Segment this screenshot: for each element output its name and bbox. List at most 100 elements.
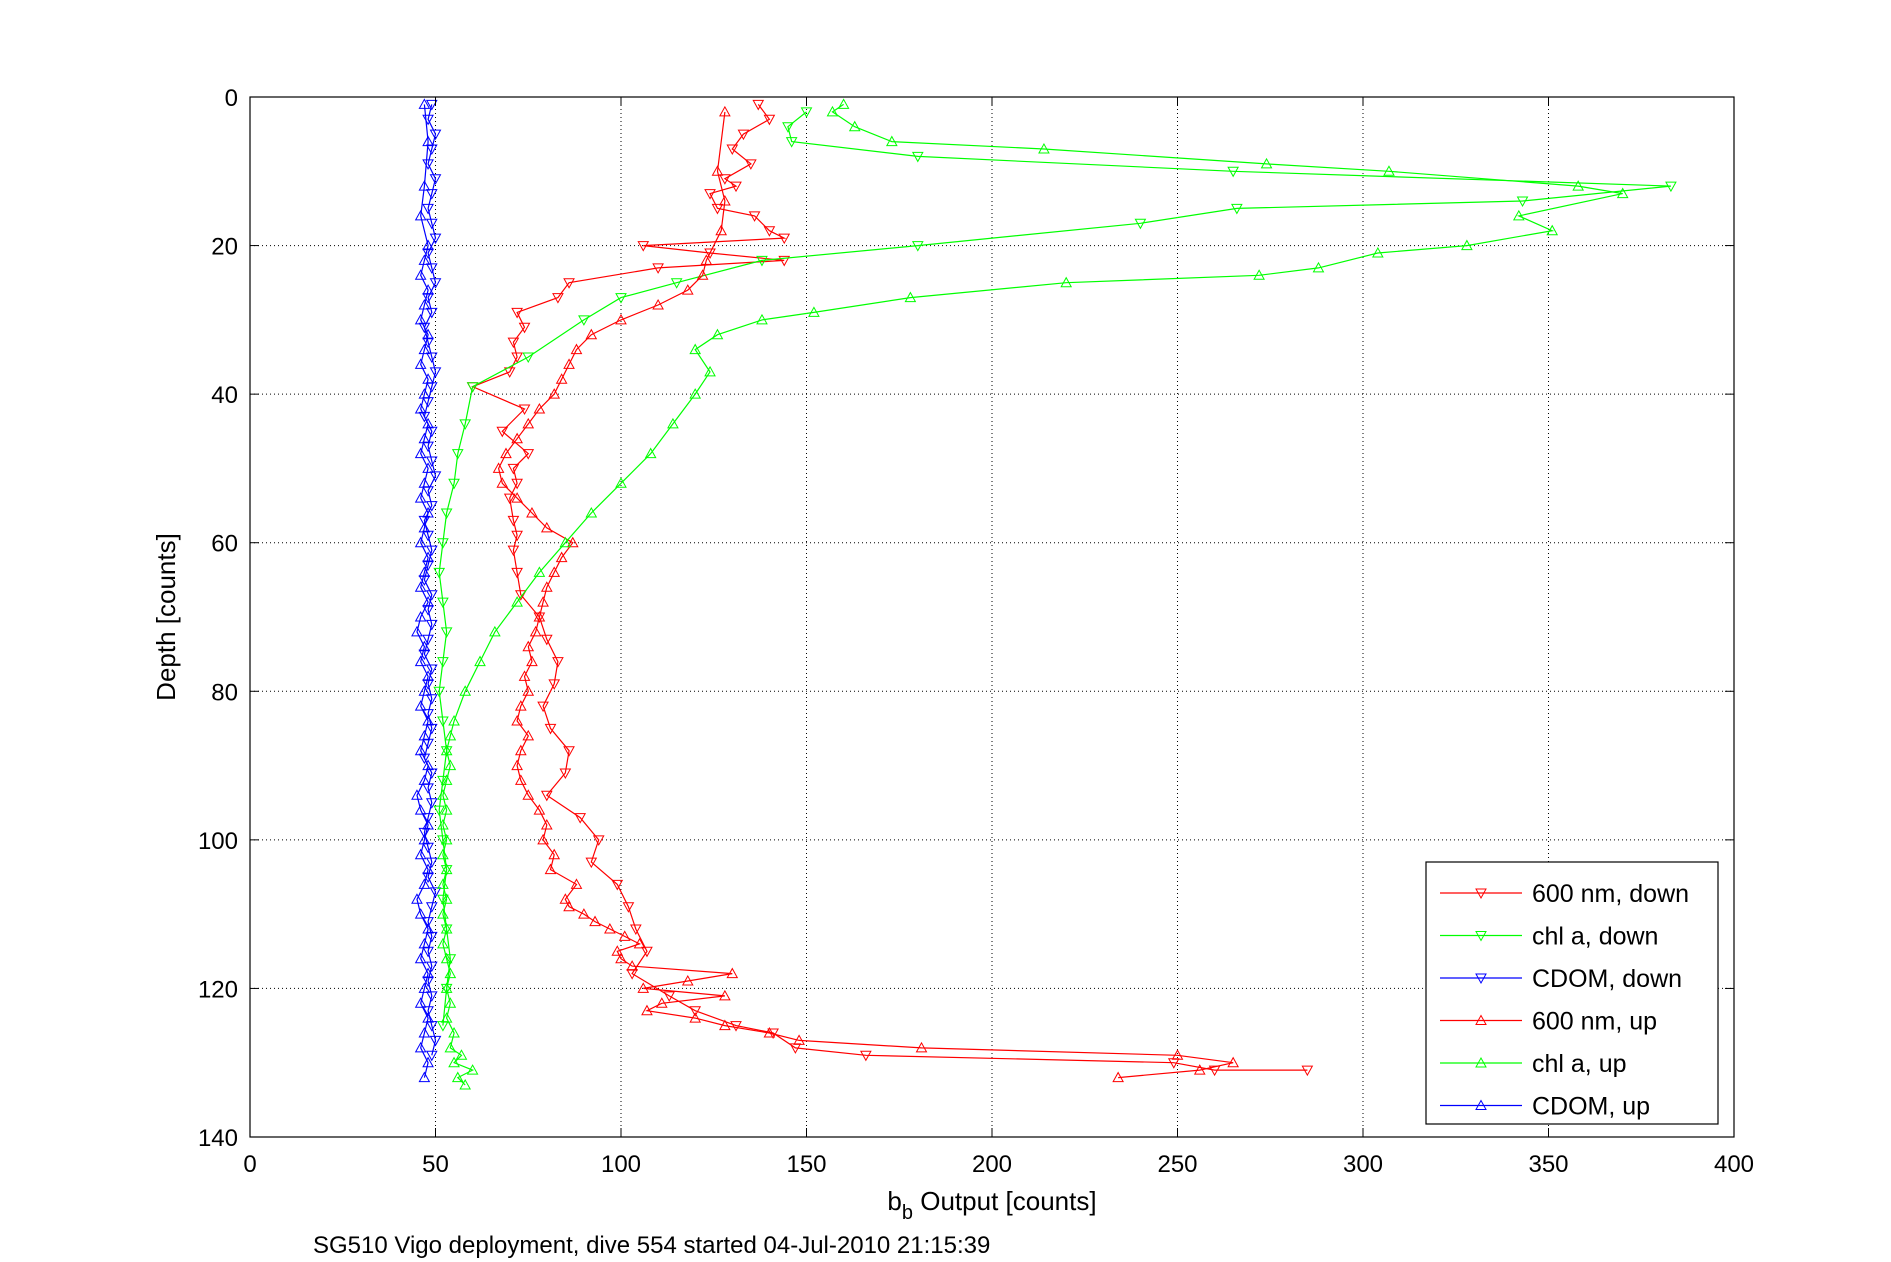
data-point bbox=[615, 952, 627, 964]
data-point bbox=[440, 508, 453, 520]
series-line bbox=[438, 111, 1671, 1026]
data-point bbox=[414, 536, 427, 548]
data-point bbox=[414, 908, 427, 919]
data-point bbox=[1112, 1071, 1124, 1083]
data-point bbox=[422, 1012, 434, 1023]
data-point bbox=[1516, 196, 1529, 208]
data-point bbox=[904, 291, 917, 303]
data-point bbox=[563, 900, 575, 912]
data-point bbox=[540, 790, 553, 802]
data-point bbox=[566, 536, 579, 548]
data-point bbox=[425, 426, 438, 438]
data-point bbox=[730, 181, 742, 193]
data-point bbox=[418, 180, 431, 191]
data-point bbox=[437, 878, 449, 889]
data-point bbox=[533, 566, 546, 577]
data-point bbox=[418, 685, 431, 696]
data-point bbox=[422, 818, 434, 830]
data-point bbox=[414, 492, 427, 503]
data-point bbox=[418, 388, 431, 399]
data-point bbox=[422, 373, 434, 384]
data-point bbox=[440, 893, 453, 904]
data-point bbox=[451, 1071, 464, 1083]
data-point bbox=[670, 278, 683, 289]
data-point bbox=[915, 1041, 928, 1053]
data-point bbox=[425, 694, 438, 705]
data-point bbox=[704, 189, 716, 200]
data-point bbox=[589, 915, 601, 927]
x-tick-label: 50 bbox=[422, 1151, 449, 1178]
data-point bbox=[689, 1012, 702, 1023]
data-point bbox=[511, 759, 523, 771]
data-point bbox=[711, 203, 724, 215]
data-point bbox=[422, 670, 434, 681]
data-point bbox=[451, 449, 464, 460]
data-point bbox=[414, 848, 427, 860]
data-point bbox=[637, 982, 650, 993]
data-point bbox=[414, 952, 427, 964]
data-point bbox=[433, 567, 446, 579]
data-point bbox=[1208, 1065, 1221, 1077]
data-point bbox=[715, 224, 728, 236]
x-tick-label: 150 bbox=[786, 1151, 826, 1178]
y-tick-label: 0 bbox=[225, 85, 238, 112]
data-point bbox=[422, 397, 434, 408]
legend-swatch-marker bbox=[1475, 1099, 1487, 1110]
data-point bbox=[418, 254, 431, 265]
data-point bbox=[437, 597, 449, 609]
data-point bbox=[537, 833, 549, 845]
data-point bbox=[444, 967, 457, 979]
data-point bbox=[425, 590, 438, 601]
data-point bbox=[563, 278, 575, 289]
data-point bbox=[414, 402, 427, 414]
data-point bbox=[418, 982, 431, 993]
data-point bbox=[418, 411, 431, 423]
data-point bbox=[1060, 276, 1073, 288]
data-point bbox=[411, 625, 423, 637]
data-point bbox=[1134, 218, 1147, 230]
data-point bbox=[511, 307, 523, 319]
data-point bbox=[522, 789, 535, 800]
data-point bbox=[1512, 209, 1525, 221]
data-point bbox=[414, 744, 427, 756]
caption: SG510 Vigo deployment, dive 554 started … bbox=[313, 1232, 990, 1259]
data-point bbox=[518, 322, 531, 334]
data-point bbox=[474, 655, 486, 667]
data-point bbox=[1461, 239, 1473, 251]
data-point bbox=[422, 967, 434, 979]
data-point bbox=[555, 551, 568, 563]
data-point bbox=[1546, 224, 1559, 236]
data-point bbox=[1167, 1058, 1180, 1069]
data-point bbox=[440, 982, 453, 993]
data-point bbox=[500, 447, 512, 459]
data-point bbox=[719, 105, 731, 117]
data-point bbox=[437, 894, 449, 906]
data-point bbox=[422, 530, 434, 542]
legend-label: chl a, up bbox=[1532, 1050, 1627, 1078]
data-point bbox=[533, 402, 546, 414]
data-point bbox=[422, 1006, 434, 1017]
legend-swatch-marker bbox=[1475, 888, 1487, 900]
data-point bbox=[425, 144, 438, 156]
data-point bbox=[704, 248, 716, 260]
legend-label: CDOM, down bbox=[1532, 965, 1682, 993]
data-point bbox=[448, 1026, 460, 1038]
data-point bbox=[422, 759, 434, 771]
data-point bbox=[800, 107, 813, 118]
series-4 bbox=[437, 98, 1629, 1090]
data-point bbox=[503, 493, 516, 505]
legend-swatch-marker bbox=[1475, 1014, 1487, 1025]
data-point bbox=[425, 263, 438, 274]
data-point bbox=[552, 293, 564, 304]
data-point bbox=[422, 486, 434, 497]
data-point bbox=[544, 863, 557, 875]
data-point bbox=[425, 798, 438, 809]
data-point bbox=[626, 969, 638, 980]
data-point bbox=[425, 501, 438, 512]
data-point bbox=[422, 159, 434, 170]
data-point bbox=[526, 506, 538, 518]
data-point bbox=[418, 477, 431, 488]
data-point bbox=[429, 1035, 442, 1047]
data-point bbox=[425, 352, 438, 364]
